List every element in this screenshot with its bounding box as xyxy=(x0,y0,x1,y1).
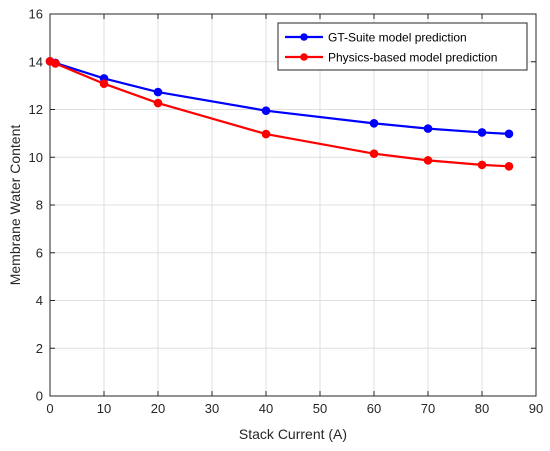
legend-box xyxy=(277,22,528,71)
x-tick-label: 60 xyxy=(367,401,381,416)
data-point xyxy=(153,98,163,108)
x-axis-label: Stack Current (A) xyxy=(239,426,347,442)
legend-swatch-marker xyxy=(300,53,308,61)
legend-swatch-marker xyxy=(300,33,308,41)
data-point xyxy=(261,129,271,139)
series-2 xyxy=(45,56,514,171)
data-point xyxy=(51,59,60,68)
y-tick-label: 0 xyxy=(36,389,43,404)
legend: GT-Suite model prediction Physics-based m… xyxy=(277,22,528,71)
axes: 0 10 20 30 40 50 60 70 80 90 0 2 4 6 8 10 12 14 16 xyxy=(29,7,544,417)
data-point xyxy=(423,124,433,133)
data-point xyxy=(261,106,271,115)
data-point xyxy=(99,79,109,89)
x-tick-label: 20 xyxy=(151,401,165,416)
legend-label: Physics-based model prediction xyxy=(328,51,497,65)
data-point xyxy=(504,129,514,139)
y-tick-label: 12 xyxy=(29,102,43,117)
data-point xyxy=(153,87,163,97)
x-tick-label: 90 xyxy=(529,401,543,416)
data-point xyxy=(504,162,514,171)
x-tick-label: 70 xyxy=(421,401,435,416)
data-point xyxy=(477,160,487,170)
x-tick-label: 80 xyxy=(475,401,489,416)
x-tick-label: 40 xyxy=(259,401,273,416)
x-tick-label: 30 xyxy=(205,401,219,416)
data-point xyxy=(423,156,433,165)
x-tick-label: 10 xyxy=(97,401,111,416)
data-point xyxy=(369,149,379,158)
x-tick-label: 50 xyxy=(313,401,327,416)
y-tick-label: 6 xyxy=(36,245,43,260)
data-point xyxy=(477,128,487,137)
x-tick-label: 0 xyxy=(46,401,53,416)
y-tick-label: 4 xyxy=(36,293,43,308)
y-tick-label: 14 xyxy=(29,54,43,69)
y-tick-label: 8 xyxy=(36,198,43,213)
legend-label: GT-Suite model prediction xyxy=(328,31,467,45)
y-axis-label: Membrane Water Content xyxy=(7,125,23,286)
y-tick-label: 16 xyxy=(29,7,43,22)
y-tick-label: 2 xyxy=(36,341,43,356)
series-group xyxy=(45,56,514,171)
y-tick-label: 10 xyxy=(29,150,43,165)
data-point xyxy=(369,119,379,128)
